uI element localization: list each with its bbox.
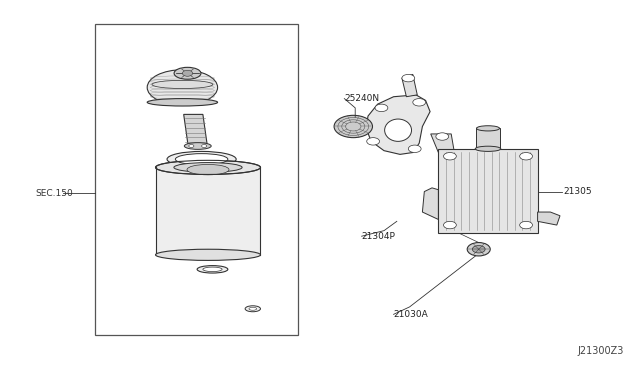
Circle shape	[436, 133, 449, 140]
Ellipse shape	[476, 146, 501, 151]
Circle shape	[520, 221, 532, 229]
Ellipse shape	[167, 151, 236, 167]
Text: 21030A: 21030A	[394, 310, 428, 319]
Ellipse shape	[187, 164, 229, 175]
Circle shape	[413, 99, 426, 106]
Ellipse shape	[184, 142, 211, 149]
Polygon shape	[431, 134, 454, 153]
Ellipse shape	[147, 70, 218, 105]
Polygon shape	[422, 188, 438, 219]
Circle shape	[334, 115, 372, 138]
Text: SEC.150: SEC.150	[35, 189, 73, 198]
Ellipse shape	[174, 163, 242, 172]
Ellipse shape	[152, 80, 212, 89]
Ellipse shape	[156, 160, 260, 174]
Bar	[476, 128, 500, 149]
Circle shape	[367, 138, 380, 145]
Ellipse shape	[203, 267, 222, 272]
Ellipse shape	[174, 67, 201, 79]
Circle shape	[189, 144, 194, 147]
Circle shape	[444, 221, 456, 229]
Polygon shape	[366, 95, 430, 154]
Circle shape	[444, 153, 456, 160]
Bar	[438, 149, 538, 232]
Ellipse shape	[156, 249, 260, 260]
Circle shape	[182, 70, 193, 76]
Polygon shape	[402, 74, 417, 97]
Bar	[95, 24, 298, 335]
Text: 21304P: 21304P	[362, 232, 396, 241]
Circle shape	[472, 246, 485, 253]
Ellipse shape	[385, 119, 412, 141]
Circle shape	[202, 144, 207, 147]
Circle shape	[402, 74, 415, 82]
Polygon shape	[184, 114, 207, 146]
Ellipse shape	[477, 126, 500, 131]
Text: J21300Z3: J21300Z3	[578, 346, 624, 356]
Text: 21305: 21305	[563, 187, 592, 196]
Ellipse shape	[245, 306, 260, 312]
Ellipse shape	[147, 99, 218, 106]
Circle shape	[467, 243, 490, 256]
Ellipse shape	[197, 266, 228, 273]
Ellipse shape	[175, 154, 228, 165]
Bar	[156, 167, 260, 255]
Circle shape	[375, 104, 388, 112]
Polygon shape	[538, 212, 560, 225]
Text: 25240N: 25240N	[344, 94, 380, 103]
Circle shape	[408, 145, 421, 153]
Ellipse shape	[249, 307, 257, 310]
Circle shape	[520, 153, 532, 160]
